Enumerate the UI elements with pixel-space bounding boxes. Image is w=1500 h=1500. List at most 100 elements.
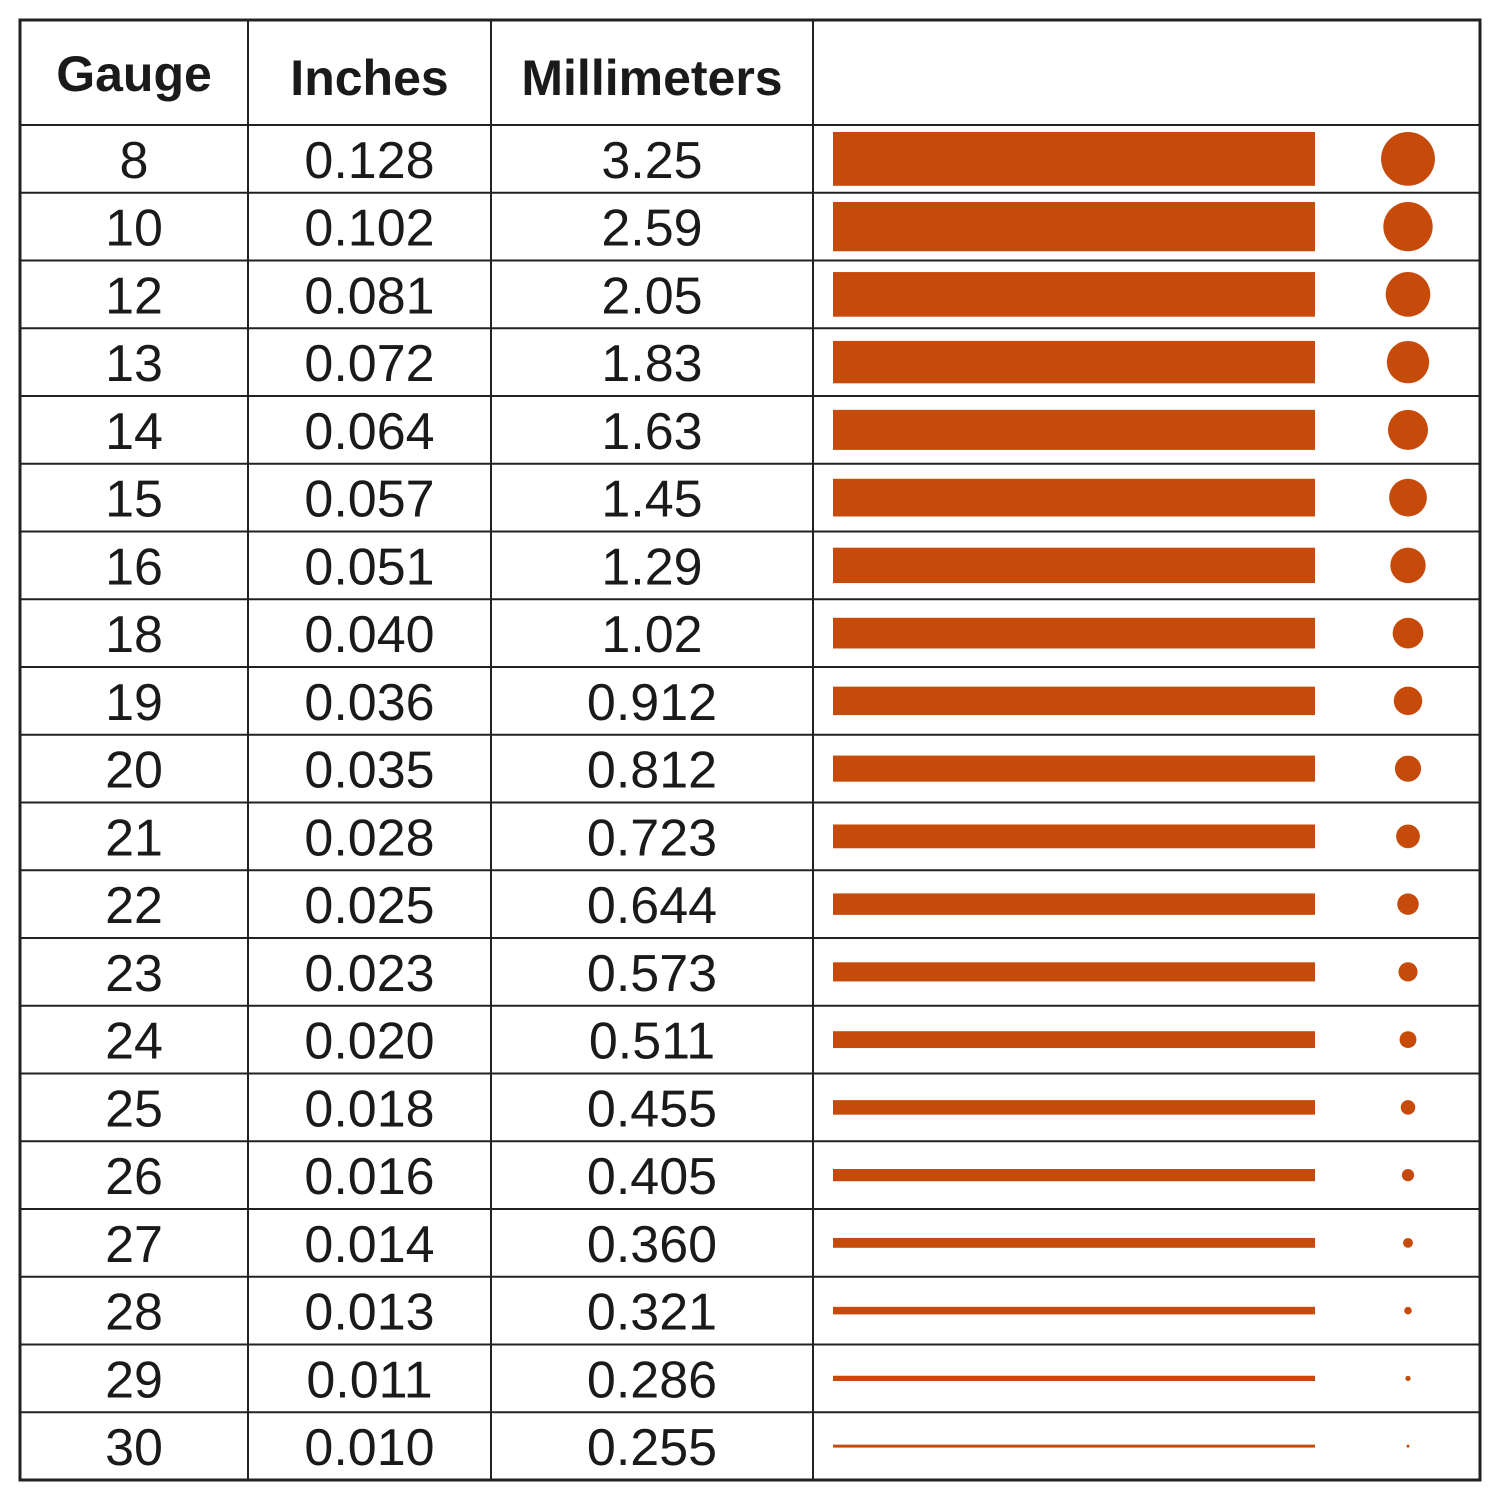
wire-cross-section <box>1381 131 1435 186</box>
table-cell: 0.028 <box>304 809 434 867</box>
wire-cross-section <box>1398 962 1418 982</box>
table-cell: 15 <box>105 471 163 529</box>
wire-cross-section <box>1401 1169 1415 1182</box>
table-cell: 0.023 <box>304 945 434 1003</box>
wire-side-view <box>833 1444 1315 1448</box>
table-cell: 0.020 <box>304 1013 434 1071</box>
table-cell: 30 <box>105 1419 163 1477</box>
wire-side-view <box>833 201 1315 252</box>
table-cell: 0.036 <box>304 674 434 732</box>
table-cell: 0.051 <box>304 538 434 596</box>
wire-side-view <box>833 824 1315 849</box>
table-cell: 0.102 <box>304 200 434 258</box>
wire-side-view <box>833 755 1315 782</box>
table-cell: 0.057 <box>304 471 434 529</box>
table-cell: 21 <box>105 809 163 867</box>
table-cell: 26 <box>105 1148 163 1206</box>
table-cell: 0.010 <box>304 1419 434 1477</box>
table-cell: 0.035 <box>304 742 434 800</box>
table-cell: 0.072 <box>304 335 434 393</box>
table-cell: 0.128 <box>304 132 434 190</box>
wire-side-view <box>833 1100 1315 1115</box>
wire-cross-section <box>1389 478 1427 517</box>
table-cell: 1.45 <box>601 471 702 529</box>
column-header: Millimeters <box>521 50 782 106</box>
table-cell: 0.016 <box>304 1148 434 1206</box>
table-cell: 20 <box>105 742 163 800</box>
table-cell: 0.360 <box>587 1216 717 1274</box>
wire-side-view <box>833 547 1315 584</box>
table-cell: 25 <box>105 1080 163 1138</box>
wire-cross-section <box>1404 1306 1412 1315</box>
table-cell: 0.014 <box>304 1216 434 1274</box>
table-cell: 23 <box>105 945 163 1003</box>
wire-side-view <box>833 893 1315 915</box>
table-cell: 3.25 <box>601 132 702 190</box>
wire-cross-section <box>1392 617 1424 649</box>
table-cell: 2.05 <box>601 267 702 325</box>
table-cell: 24 <box>105 1013 163 1071</box>
wire-side-view <box>833 1169 1315 1182</box>
table-cell: 0.812 <box>587 742 717 800</box>
table-cell: 0.040 <box>304 606 434 664</box>
wire-side-view <box>833 1375 1315 1381</box>
table-cell: 1.83 <box>601 335 702 393</box>
wire-cross-section <box>1387 409 1429 450</box>
wire-cross-section <box>1406 1444 1410 1448</box>
table-cell: 14 <box>105 403 163 461</box>
wire-side-view <box>833 617 1315 649</box>
table-cell: 0.081 <box>304 267 434 325</box>
table-cell: 1.02 <box>601 606 702 664</box>
wire-side-view <box>833 1306 1315 1315</box>
wire-side-view <box>833 1031 1315 1049</box>
table-cell: 29 <box>105 1351 163 1409</box>
table-cell: 0.644 <box>587 877 717 935</box>
wire-side-view <box>833 409 1315 450</box>
wire-cross-section <box>1397 893 1419 915</box>
table-cell: 1.29 <box>601 538 702 596</box>
wire-cross-section <box>1393 686 1423 716</box>
table-cell: 0.018 <box>304 1080 434 1138</box>
wire-cross-section <box>1403 1237 1413 1248</box>
wire-side-view <box>833 478 1315 517</box>
table-cell: 19 <box>105 674 163 732</box>
wire-cross-section <box>1405 1375 1411 1381</box>
wire-cross-section <box>1385 272 1431 317</box>
wire-side-view <box>833 1237 1315 1248</box>
table-cell: 0.573 <box>587 945 717 1003</box>
table-cell: 0.912 <box>587 674 717 732</box>
table-cell: 0.255 <box>587 1419 717 1477</box>
wire-side-view <box>833 131 1315 186</box>
column-header: Gauge <box>56 46 212 102</box>
table-cell: 27 <box>105 1216 163 1274</box>
wire-side-view <box>833 272 1315 317</box>
table-cell: 22 <box>105 877 163 935</box>
wire-cross-section <box>1386 340 1430 384</box>
table-cell: 0.405 <box>587 1148 717 1206</box>
table-cell: 0.455 <box>587 1080 717 1138</box>
table-cell: 0.321 <box>587 1284 717 1342</box>
table-cell: 18 <box>105 606 163 664</box>
table-cell: 0.723 <box>587 809 717 867</box>
column-header: Inches <box>290 50 448 106</box>
wire-cross-section <box>1399 1031 1417 1049</box>
wire-side-view <box>833 962 1315 982</box>
table-cell: 0.013 <box>304 1284 434 1342</box>
table-cell: 8 <box>120 132 149 190</box>
wire-cross-section <box>1396 824 1420 849</box>
table-border <box>18 18 1482 1482</box>
table-cell: 28 <box>105 1284 163 1342</box>
table-cell: 12 <box>105 267 163 325</box>
wire-cross-section <box>1394 755 1422 782</box>
wire-cross-section <box>1390 547 1426 584</box>
table-cell: 0.286 <box>587 1351 717 1409</box>
table-cell: 2.59 <box>601 200 702 258</box>
table-cell: 10 <box>105 200 163 258</box>
wire-side-view <box>833 686 1315 716</box>
table-cell: 13 <box>105 335 163 393</box>
wire-side-view <box>833 340 1315 384</box>
wire-cross-section <box>1383 201 1433 252</box>
table-cell: 1.63 <box>601 403 702 461</box>
